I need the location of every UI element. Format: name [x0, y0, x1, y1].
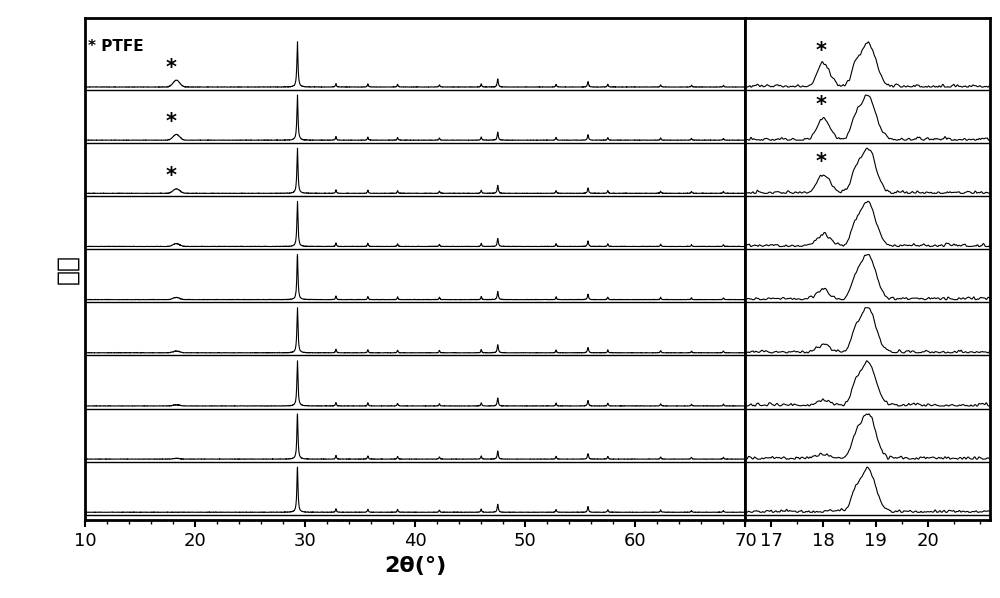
Text: 15wt.%: 15wt.% — [751, 124, 803, 138]
Text: *: * — [815, 152, 826, 172]
Text: 1wt.%: 1wt.% — [751, 389, 794, 403]
X-axis label: 2θ(°): 2θ(°) — [384, 556, 446, 576]
Text: 20wt.%: 20wt.% — [751, 71, 803, 84]
Text: *: * — [165, 57, 176, 78]
Text: 10wt.%: 10wt.% — [751, 176, 803, 191]
Text: 0.5wt.%: 0.5wt.% — [751, 443, 807, 456]
Text: 2wt.%: 2wt.% — [751, 336, 794, 350]
Text: *: * — [815, 95, 826, 115]
Y-axis label: 强度: 强度 — [55, 254, 79, 284]
Text: *: * — [165, 112, 176, 132]
Text: *: * — [815, 41, 826, 61]
Text: * PTFE: * PTFE — [88, 39, 144, 54]
Text: 0wt.%: 0wt.% — [751, 496, 794, 509]
Text: 3wt.%: 3wt.% — [751, 283, 794, 297]
Text: 5wt.%: 5wt.% — [751, 230, 794, 244]
Text: *: * — [165, 166, 176, 186]
